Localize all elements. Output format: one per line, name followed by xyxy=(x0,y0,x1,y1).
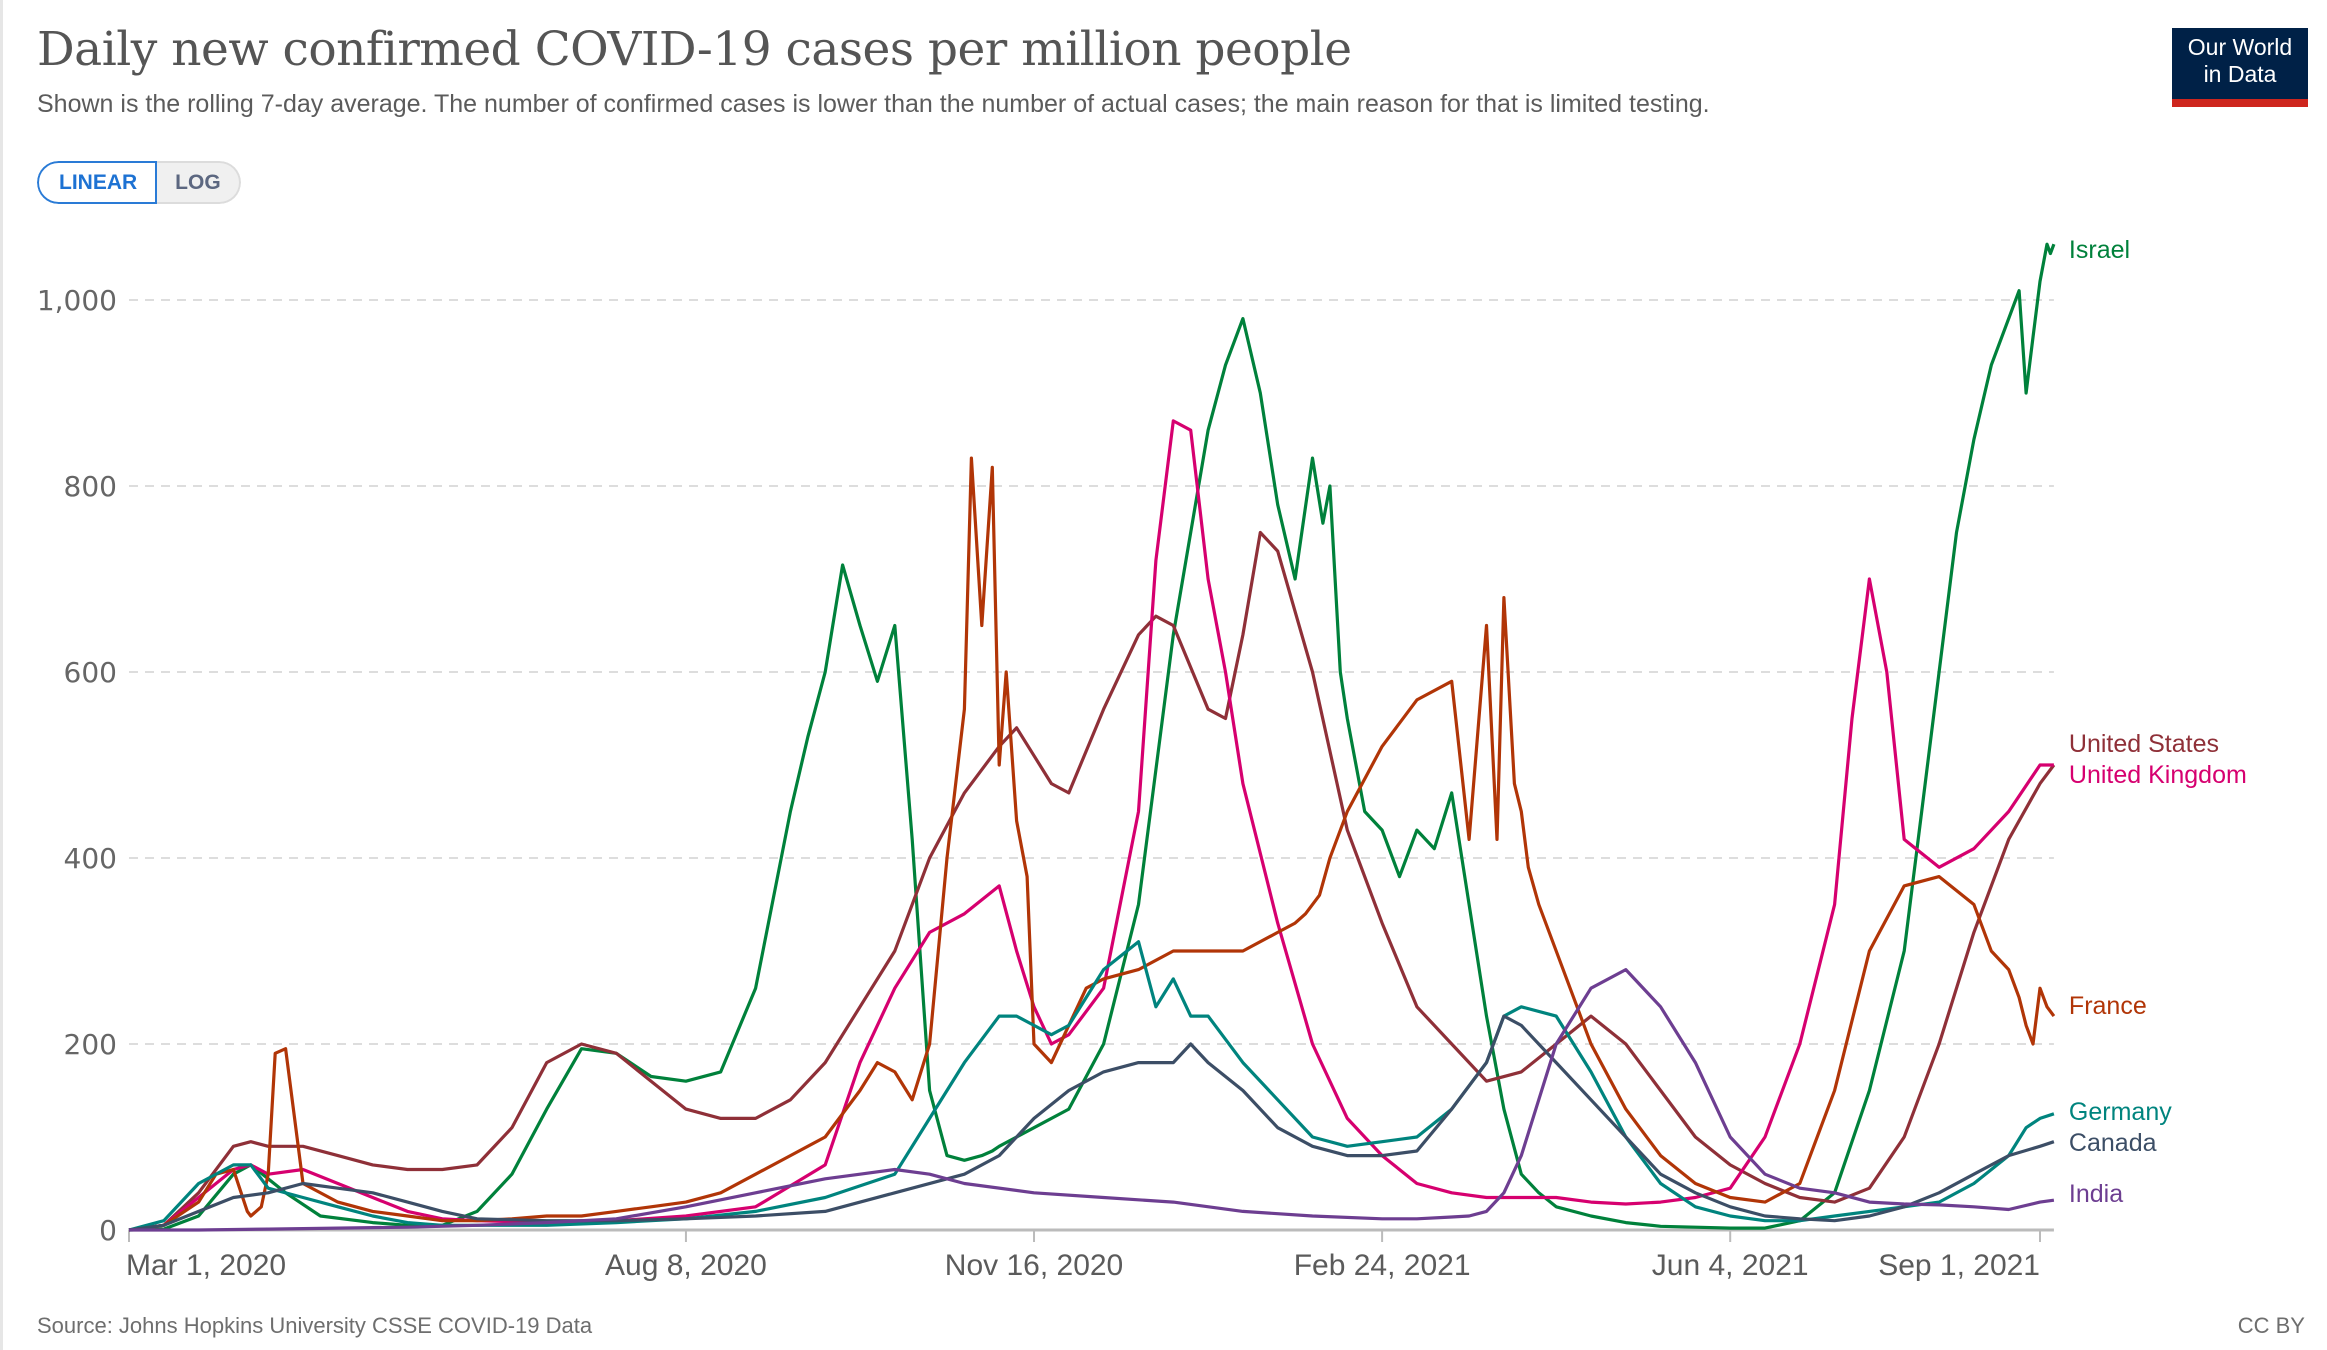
linear-scale-button[interactable]: LINEAR xyxy=(37,161,158,204)
x-tick-label: Aug 8, 2020 xyxy=(605,1249,767,1282)
logo-line-1: Our World xyxy=(2187,34,2293,60)
series-label-canada[interactable]: Canada xyxy=(2069,1129,2157,1157)
series-line-united-kingdom xyxy=(128,419,2054,1232)
license-link[interactable]: CC BY xyxy=(2237,1313,2305,1338)
logo-accent-bar xyxy=(2172,99,2308,107)
series-line-india xyxy=(129,967,2055,1232)
x-tick-label: Mar 1, 2020 xyxy=(126,1249,286,1282)
owid-logo[interactable]: Our World in Data xyxy=(2172,28,2308,107)
series-label-united-states[interactable]: United States xyxy=(2069,730,2219,758)
scale-toggle: LINEAR LOG xyxy=(37,161,241,204)
x-tick-label: Jun 4, 2021 xyxy=(1652,1249,1809,1282)
chart-title: Daily new confirmed COVID-19 cases per m… xyxy=(37,22,1352,77)
series-line-germany xyxy=(128,940,2055,1232)
source-note[interactable]: Source: Johns Hopkins University CSSE CO… xyxy=(37,1313,593,1338)
series-lines xyxy=(128,242,2056,1232)
x-tick-label: Feb 24, 2021 xyxy=(1294,1249,1471,1282)
y-tick-label: 0 xyxy=(99,1214,117,1247)
x-tick-label: Nov 16, 2020 xyxy=(945,1249,1123,1282)
logo-line-2: in Data xyxy=(2203,61,2277,87)
series-label-israel[interactable]: Israel xyxy=(2069,236,2130,264)
series-labels: Israel United States United Kingdom France G… xyxy=(2069,236,2247,1208)
series-line-canada xyxy=(128,1014,2055,1232)
series-line-united-states xyxy=(128,530,2056,1232)
y-tick-label: 600 xyxy=(64,656,117,689)
series-label-united-kingdom[interactable]: United Kingdom xyxy=(2069,761,2247,789)
series-label-india[interactable]: India xyxy=(2069,1180,2123,1208)
y-tick-label: 400 xyxy=(64,842,117,875)
y-tick-label: 800 xyxy=(64,470,117,503)
y-axis: 0 200 400 600 800 1,000 xyxy=(37,284,117,1247)
x-tick-label: Sep 1, 2021 xyxy=(1878,1249,2040,1282)
y-tick-label: 1,000 xyxy=(37,284,117,317)
series-label-france[interactable]: France xyxy=(2069,992,2147,1020)
series-line-france xyxy=(128,456,2056,1232)
x-axis: Mar 1, 2020 Aug 8, 2020 Nov 16, 2020 Feb 24… xyxy=(126,1228,2054,1282)
y-tick-label: 200 xyxy=(64,1028,117,1061)
log-scale-button[interactable]: LOG xyxy=(157,161,241,204)
chart-subtitle: Shown is the rolling 7-day average. The … xyxy=(37,90,1710,118)
gridlines xyxy=(129,299,2054,1045)
series-label-germany[interactable]: Germany xyxy=(2069,1098,2172,1126)
